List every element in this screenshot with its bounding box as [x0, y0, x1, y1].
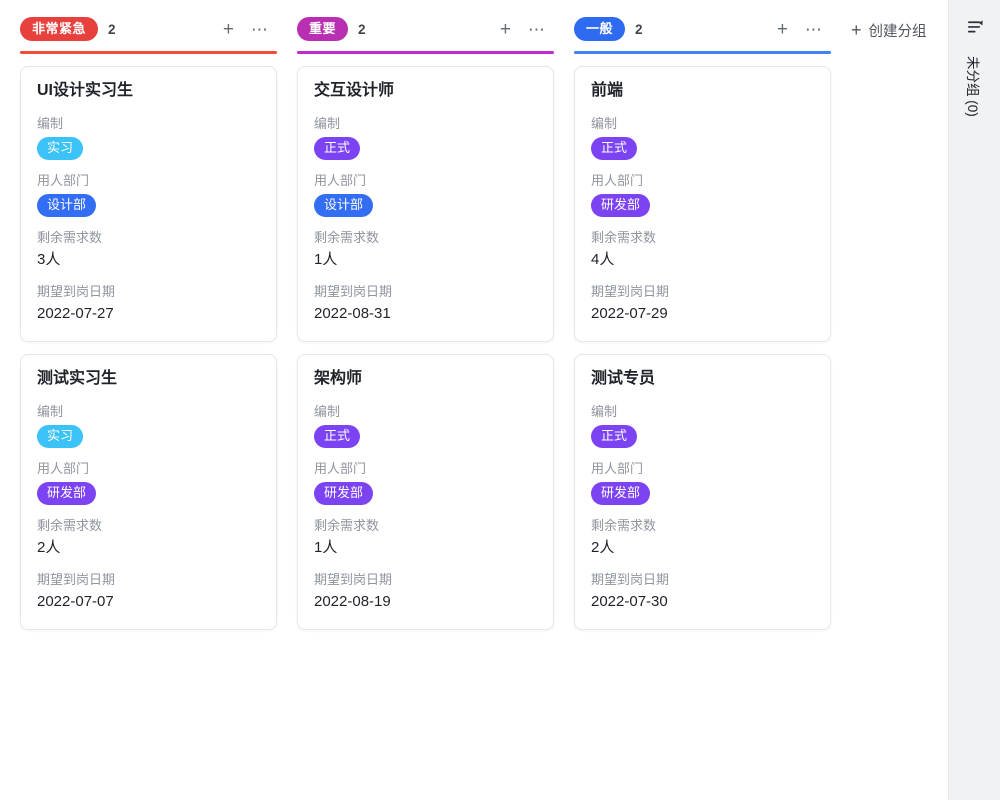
- field-label-remaining: 剩余需求数: [591, 230, 657, 245]
- column-underline: [20, 51, 277, 54]
- field-label-department: 用人部门: [37, 461, 90, 476]
- card-title: 交互设计师: [314, 82, 395, 99]
- expected-date-value: 2022-07-30: [591, 593, 668, 610]
- collapse-panel-icon[interactable]: [964, 16, 986, 38]
- field-label-remaining: 剩余需求数: [314, 518, 380, 533]
- column-normal: 一般 2 + ⋯ 前端 编制 正式 用人部门 研发部 剩余需求数 4人 期望到岗…: [574, 16, 831, 800]
- create-group-button[interactable]: + 创建分组: [851, 17, 927, 43]
- field-label-staffing: 编制: [591, 116, 618, 131]
- remaining-value: 1人: [314, 539, 338, 556]
- column-important: 重要 2 + ⋯ 交互设计师 编制 正式 用人部门 设计部 剩余需求数 1人 期…: [297, 16, 554, 800]
- department-tag: 设计部: [37, 194, 97, 217]
- job-card[interactable]: 交互设计师 编制 正式 用人部门 设计部 剩余需求数 1人 期望到岗日期 202…: [297, 66, 554, 342]
- remaining-value: 3人: [37, 251, 61, 268]
- plus-icon: +: [851, 20, 862, 40]
- remaining-value: 2人: [591, 539, 615, 556]
- remaining-value: 1人: [314, 251, 338, 268]
- field-label-expected-date: 期望到岗日期: [37, 284, 116, 299]
- staffing-tag: 正式: [591, 137, 638, 160]
- job-card[interactable]: 测试实习生 编制 实习 用人部门 研发部 剩余需求数 2人 期望到岗日期 202…: [20, 354, 277, 630]
- remaining-value: 2人: [37, 539, 61, 556]
- kanban-board: 非常紧急 2 + ⋯ UI设计实习生 编制 实习 用人部门 设计部 剩余需求数 …: [20, 16, 927, 800]
- field-label-remaining: 剩余需求数: [37, 230, 103, 245]
- field-label-remaining: 剩余需求数: [37, 518, 103, 533]
- card-title: UI设计实习生: [37, 82, 134, 99]
- field-label-staffing: 编制: [591, 404, 618, 419]
- create-group-label: 创建分组: [868, 23, 927, 40]
- staffing-tag: 正式: [314, 137, 361, 160]
- group-pill: 重要: [297, 17, 349, 41]
- column-header: 非常紧急 2 + ⋯: [20, 16, 277, 42]
- group-count: 2: [108, 21, 116, 37]
- add-card-icon[interactable]: +: [222, 18, 234, 40]
- field-label-remaining: 剩余需求数: [314, 230, 380, 245]
- card-title: 架构师: [314, 370, 363, 387]
- field-label-expected-date: 期望到岗日期: [37, 572, 116, 587]
- field-label-department: 用人部门: [314, 173, 367, 188]
- field-label-department: 用人部门: [591, 461, 644, 476]
- department-tag: 研发部: [591, 194, 651, 217]
- field-label-expected-date: 期望到岗日期: [591, 284, 670, 299]
- expected-date-value: 2022-08-31: [314, 305, 391, 322]
- column-header: 重要 2 + ⋯: [297, 16, 554, 42]
- card-title: 测试专员: [591, 370, 656, 387]
- job-card[interactable]: UI设计实习生 编制 实习 用人部门 设计部 剩余需求数 3人 期望到岗日期 2…: [20, 66, 277, 342]
- group-pill: 非常紧急: [20, 17, 99, 41]
- add-card-icon[interactable]: +: [776, 18, 788, 40]
- expected-date-value: 2022-07-27: [37, 305, 114, 322]
- field-label-expected-date: 期望到岗日期: [591, 572, 670, 587]
- group-count: 2: [358, 21, 366, 37]
- column-menu-icon[interactable]: ⋯: [805, 19, 823, 39]
- group-count: 2: [635, 21, 643, 37]
- field-label-department: 用人部门: [591, 173, 644, 188]
- expected-date-value: 2022-07-29: [591, 305, 668, 322]
- department-tag: 设计部: [314, 194, 374, 217]
- field-label-expected-date: 期望到岗日期: [314, 572, 393, 587]
- remaining-value: 4人: [591, 251, 615, 268]
- job-card[interactable]: 前端 编制 正式 用人部门 研发部 剩余需求数 4人 期望到岗日期 2022-0…: [574, 66, 831, 342]
- field-label-remaining: 剩余需求数: [591, 518, 657, 533]
- card-title: 测试实习生: [37, 370, 118, 387]
- expected-date-value: 2022-07-07: [37, 593, 114, 610]
- field-label-staffing: 编制: [37, 404, 64, 419]
- card-list: 交互设计师 编制 正式 用人部门 设计部 剩余需求数 1人 期望到岗日期 202…: [297, 66, 554, 630]
- job-card[interactable]: 架构师 编制 正式 用人部门 研发部 剩余需求数 1人 期望到岗日期 2022-…: [297, 354, 554, 630]
- column-underline: [574, 51, 831, 54]
- column-menu-icon[interactable]: ⋯: [251, 19, 269, 39]
- field-label-department: 用人部门: [37, 173, 90, 188]
- column-header: 一般 2 + ⋯: [574, 16, 831, 42]
- field-label-staffing: 编制: [314, 116, 341, 131]
- ungrouped-side-panel: 未分组 (0): [948, 0, 1000, 800]
- staffing-tag: 正式: [314, 425, 361, 448]
- department-tag: 研发部: [314, 482, 374, 505]
- card-list: 前端 编制 正式 用人部门 研发部 剩余需求数 4人 期望到岗日期 2022-0…: [574, 66, 831, 630]
- department-tag: 研发部: [37, 482, 97, 505]
- column-very-urgent: 非常紧急 2 + ⋯ UI设计实习生 编制 实习 用人部门 设计部 剩余需求数 …: [20, 16, 277, 800]
- column-menu-icon[interactable]: ⋯: [528, 19, 546, 39]
- add-card-icon[interactable]: +: [499, 18, 511, 40]
- card-list: UI设计实习生 编制 实习 用人部门 设计部 剩余需求数 3人 期望到岗日期 2…: [20, 66, 277, 630]
- group-pill: 一般: [574, 17, 626, 41]
- expected-date-value: 2022-08-19: [314, 593, 391, 610]
- card-title: 前端: [591, 82, 624, 99]
- field-label-department: 用人部门: [314, 461, 367, 476]
- staffing-tag: 实习: [37, 137, 84, 160]
- field-label-expected-date: 期望到岗日期: [314, 284, 393, 299]
- job-card[interactable]: 测试专员 编制 正式 用人部门 研发部 剩余需求数 2人 期望到岗日期 2022…: [574, 354, 831, 630]
- staffing-tag: 实习: [37, 425, 84, 448]
- field-label-staffing: 编制: [37, 116, 64, 131]
- field-label-staffing: 编制: [314, 404, 341, 419]
- staffing-tag: 正式: [591, 425, 638, 448]
- sidebar-item-ungrouped[interactable]: 未分组 (0): [965, 56, 980, 117]
- department-tag: 研发部: [591, 482, 651, 505]
- column-underline: [297, 51, 554, 54]
